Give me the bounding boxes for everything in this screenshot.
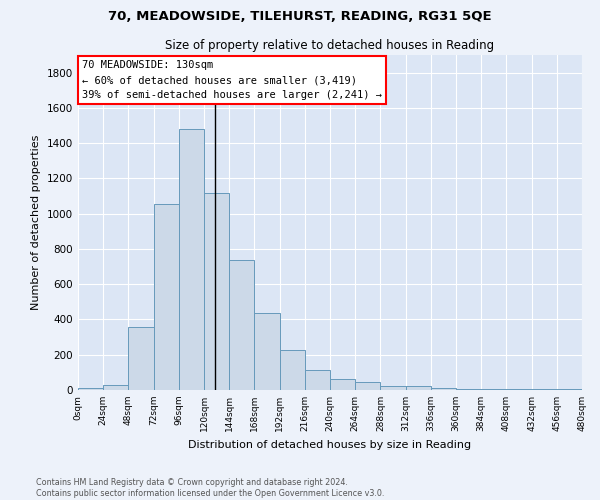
Bar	[380, 386, 406, 390]
Y-axis label: Number of detached properties: Number of detached properties	[31, 135, 41, 310]
Bar	[254, 314, 280, 390]
Bar	[456, 389, 481, 390]
Bar	[229, 260, 254, 390]
Bar	[280, 350, 305, 390]
Bar	[154, 204, 179, 390]
Text: Contains HM Land Registry data © Crown copyright and database right 2024.
Contai: Contains HM Land Registry data © Crown c…	[36, 478, 385, 498]
Bar	[431, 388, 456, 390]
Bar	[406, 386, 431, 390]
Bar	[103, 385, 128, 390]
X-axis label: Distribution of detached houses by size in Reading: Distribution of detached houses by size …	[188, 440, 472, 450]
Title: Size of property relative to detached houses in Reading: Size of property relative to detached ho…	[166, 40, 494, 52]
Bar	[179, 129, 204, 390]
Bar	[204, 192, 229, 390]
Bar	[128, 328, 154, 390]
Text: 70 MEADOWSIDE: 130sqm
← 60% of detached houses are smaller (3,419)
39% of semi-d: 70 MEADOWSIDE: 130sqm ← 60% of detached …	[82, 60, 382, 100]
Bar	[305, 370, 330, 390]
Text: 70, MEADOWSIDE, TILEHURST, READING, RG31 5QE: 70, MEADOWSIDE, TILEHURST, READING, RG31…	[108, 10, 492, 23]
Bar	[481, 389, 506, 390]
Bar	[355, 382, 380, 390]
Bar	[78, 388, 103, 390]
Bar	[330, 380, 355, 390]
